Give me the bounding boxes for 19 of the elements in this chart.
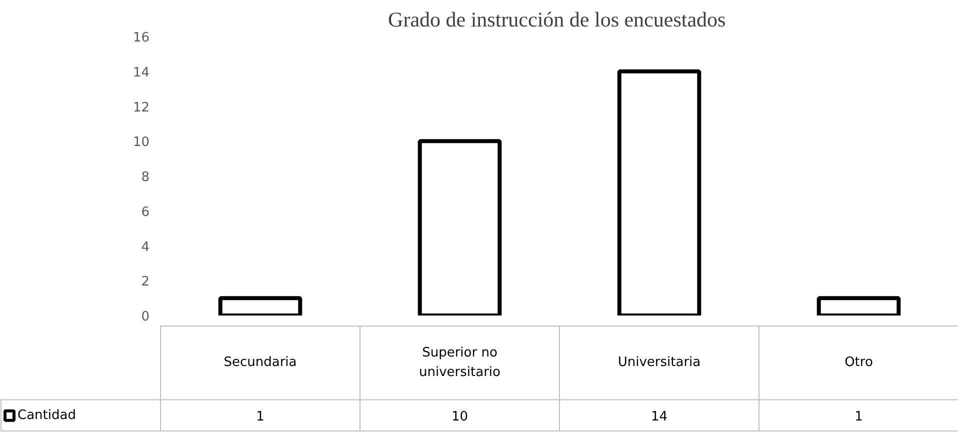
- y-tick-label: 0: [141, 310, 150, 324]
- y-tick-label: 10: [132, 135, 150, 150]
- data-label: 10: [451, 410, 468, 425]
- y-tick-label: 8: [141, 170, 150, 185]
- x-tick-label: Otro: [844, 355, 873, 370]
- y-tick-label: 6: [141, 204, 150, 220]
- data-label: 1: [854, 410, 863, 425]
- y-tick-label: 16: [132, 30, 150, 46]
- y-tick-label: 12: [132, 100, 150, 116]
- y-tick-label: 4: [141, 240, 150, 255]
- x-tick-label: Superior no universitario: [419, 345, 501, 380]
- legend-label: Cantidad: [18, 408, 76, 424]
- x-tick-label: Secundaria: [224, 355, 297, 370]
- chart-title: Grado de instrucción de los encuestados: [388, 8, 726, 32]
- x-tick-label: Universitaria: [618, 355, 701, 370]
- data-label: 14: [650, 410, 668, 425]
- y-tick-label: 2: [141, 274, 150, 290]
- data-label: 1: [256, 410, 264, 425]
- y-tick-label: 14: [132, 65, 150, 80]
